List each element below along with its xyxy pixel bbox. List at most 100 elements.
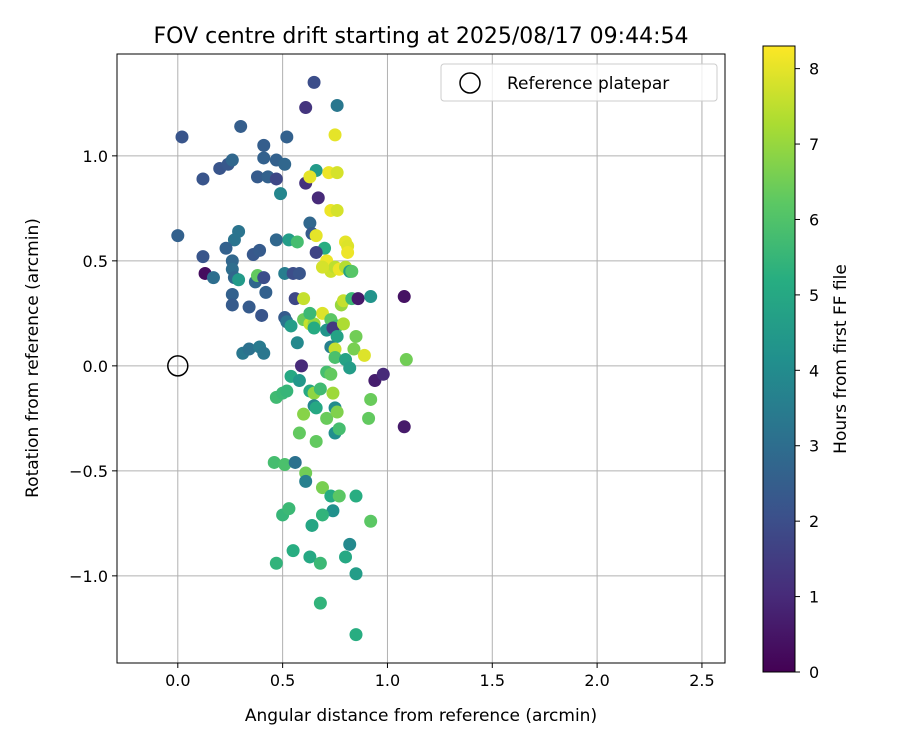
chart-title: FOV centre drift starting at 2025/08/17 … [154,24,689,49]
data-points [171,75,413,642]
data-point [364,392,378,406]
data-point [288,455,302,469]
data-point [339,550,353,564]
data-point [292,266,306,280]
y-tick-label: 1.0 [83,147,108,166]
data-point [330,329,344,343]
data-point [292,374,306,388]
data-point [269,556,283,570]
data-point [313,382,327,396]
colorbar-tick-label: 1 [809,588,819,607]
colorbar-tick-label: 4 [809,361,819,380]
data-point [345,264,359,278]
colorbar-tick-label: 3 [809,437,819,456]
data-point [311,191,325,205]
data-point [305,518,319,532]
data-point [284,319,298,333]
y-tick-label: 0.0 [83,357,108,376]
x-tick-label: 2.0 [584,671,609,690]
data-point [315,508,329,522]
data-point [286,544,300,558]
data-point [349,567,363,581]
data-point [364,290,378,304]
data-point [326,504,340,518]
y-tick-label: −1.0 [69,567,108,586]
data-point [259,285,273,299]
data-point [397,420,411,434]
data-point [349,329,363,343]
data-point [242,300,256,314]
data-point [171,229,185,243]
data-point [399,353,413,367]
data-point [341,245,355,259]
legend-box [440,63,718,102]
data-point [274,187,288,201]
legend: Reference platepar [440,63,718,102]
data-point [332,489,346,503]
data-point [309,229,323,243]
x-axis-ticks: 0.0 0.5 1.0 1.5 2.0 2.5 [165,663,715,690]
data-point [242,342,256,356]
data-point [257,346,271,360]
data-point [307,321,321,335]
colorbar-ticks: 0 1 2 3 4 5 6 7 8 [795,60,819,682]
x-tick-label: 0.5 [270,671,295,690]
data-point [234,119,248,133]
data-point [278,458,292,472]
data-point [225,298,239,312]
legend-entry-reference-platepar: Reference platepar [507,74,669,94]
data-point [255,308,269,322]
x-tick-label: 2.5 [689,671,714,690]
y-tick-label: −0.5 [69,462,108,481]
data-point [232,273,246,287]
data-point [278,157,292,171]
data-point [269,233,283,247]
data-point [257,138,271,152]
data-point [299,101,313,115]
data-point [330,166,344,180]
data-point [292,426,306,440]
data-point [257,151,271,165]
data-point [303,170,317,184]
data-point [267,455,281,469]
data-point [196,172,210,186]
plot-frame [116,53,726,664]
data-point [175,130,189,144]
data-point [297,292,311,306]
data-point [343,361,357,375]
data-point [351,292,365,306]
data-point [376,367,390,381]
data-point [336,317,350,331]
data-point [282,502,296,516]
data-point [349,489,363,503]
colorbar: 0 1 2 3 4 5 6 7 8 Hours from first FF file [762,45,851,682]
data-point [219,241,233,255]
x-tick-label: 0.0 [165,671,190,690]
colorbar-tick-label: 8 [809,60,819,79]
x-tick-label: 1.5 [480,671,505,690]
colorbar-tick-label: 7 [809,135,819,154]
grid [117,54,725,663]
reference-point [167,355,189,377]
y-axis-label: Rotation from reference (arcmin) [23,218,43,498]
data-point [309,401,323,415]
data-point [349,628,363,642]
legend-marker-icon [459,72,481,94]
data-point [357,348,371,362]
colorbar-tick-label: 6 [809,210,819,229]
data-point [330,98,344,112]
data-point [280,130,294,144]
colorbar-tick-label: 5 [809,286,819,305]
data-point [299,474,313,488]
data-point [315,481,329,495]
data-point [303,306,317,320]
data-point [303,550,317,564]
data-point [307,75,321,89]
data-point [225,287,239,301]
data-point [227,233,241,247]
data-point [206,271,220,285]
data-point [328,128,342,142]
data-point [343,537,357,551]
colorbar-label: Hours from first FF file [831,264,851,454]
data-point [294,359,308,373]
